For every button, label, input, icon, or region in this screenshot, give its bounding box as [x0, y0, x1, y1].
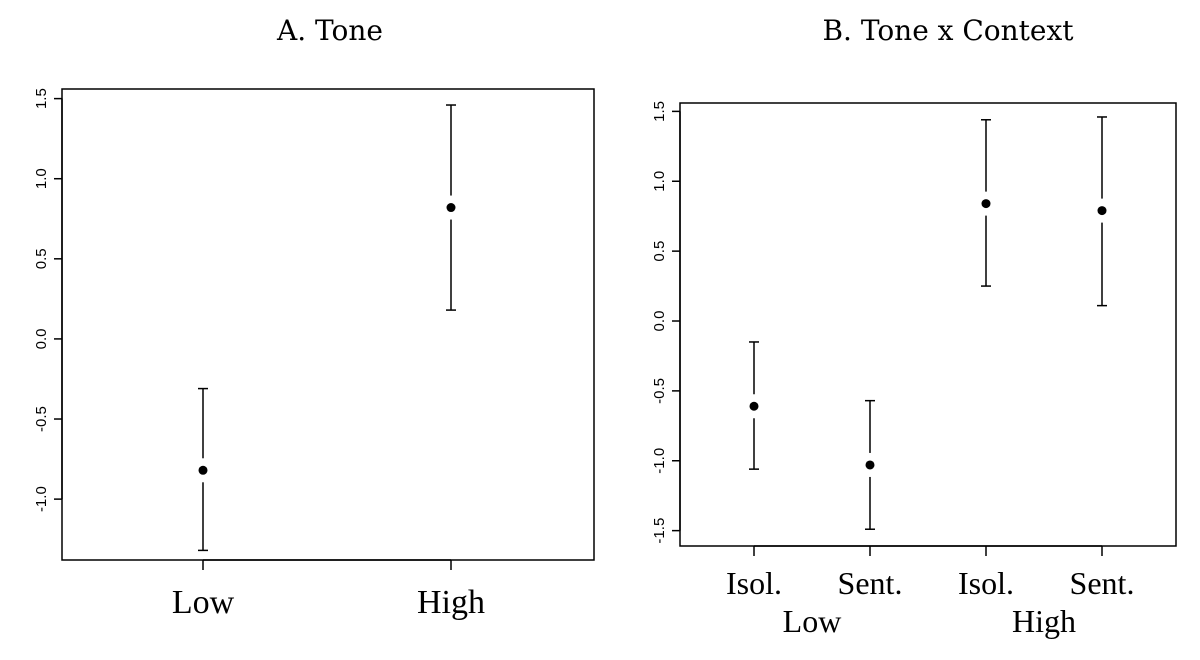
b-mean-point [865, 460, 875, 470]
panel-a: A. Tone -1.0 -0.5 0.0 0.5 1.0 1.5 Low High [33, 14, 595, 621]
b-x-tick-label: Isol. [726, 565, 782, 601]
panel-a-x-axis: Low High [172, 559, 485, 621]
panel-a-title: A. Tone [276, 14, 383, 47]
b-y-tick-label: 1.0 [651, 171, 668, 192]
panel-a-y-axis: -1.0 -0.5 0.0 0.5 1.0 1.5 [33, 88, 63, 512]
b-y-tick-label: -0.5 [651, 378, 668, 404]
panel-b: B. Tone x Context -1.5 -1.0 -0.5 0.0 0.5 1.0 1… [651, 14, 1177, 639]
a-y-tick-label: -1.0 [33, 486, 50, 512]
panel-b-x-axis: Isol. Sent. Isol. Sent.Low High [726, 545, 1135, 639]
a-y-tick-label: 1.0 [33, 168, 50, 189]
b-mean-point [981, 199, 991, 209]
b-mean-point [749, 401, 759, 411]
b-mean-point [1097, 206, 1107, 216]
b-group-label: High [1012, 603, 1076, 639]
b-y-tick-label: 0.5 [651, 241, 668, 262]
b-group-label: Low [783, 603, 842, 639]
b-y-tick-label: 0.0 [651, 311, 668, 332]
b-x-tick-label: Isol. [958, 565, 1014, 601]
panel-b-marks [749, 116, 1107, 530]
a-y-tick-label: -0.5 [33, 406, 50, 432]
a-mean-point [198, 465, 208, 475]
panel-b-y-axis: -1.5 -1.0 -0.5 0.0 0.5 1.0 1.5 [651, 101, 681, 544]
a-x-tick-label: Low [172, 584, 235, 621]
panel-b-title: B. Tone x Context [822, 14, 1074, 47]
a-y-tick-label: 1.5 [33, 88, 50, 109]
b-x-tick-label: Sent. [838, 565, 903, 601]
panel-a-plot-frame [61, 88, 595, 561]
b-x-tick-label: Sent. [1070, 565, 1135, 601]
b-y-tick-label: -1.5 [651, 518, 668, 544]
b-y-tick-label: 1.5 [651, 101, 668, 122]
a-y-tick-label: 0.5 [33, 248, 50, 269]
a-mean-point [446, 203, 456, 213]
a-y-tick-label: 0.0 [33, 328, 50, 349]
b-y-tick-label: -1.0 [651, 448, 668, 474]
panel-a-marks [198, 104, 456, 552]
a-x-tick-label: High [417, 584, 485, 621]
